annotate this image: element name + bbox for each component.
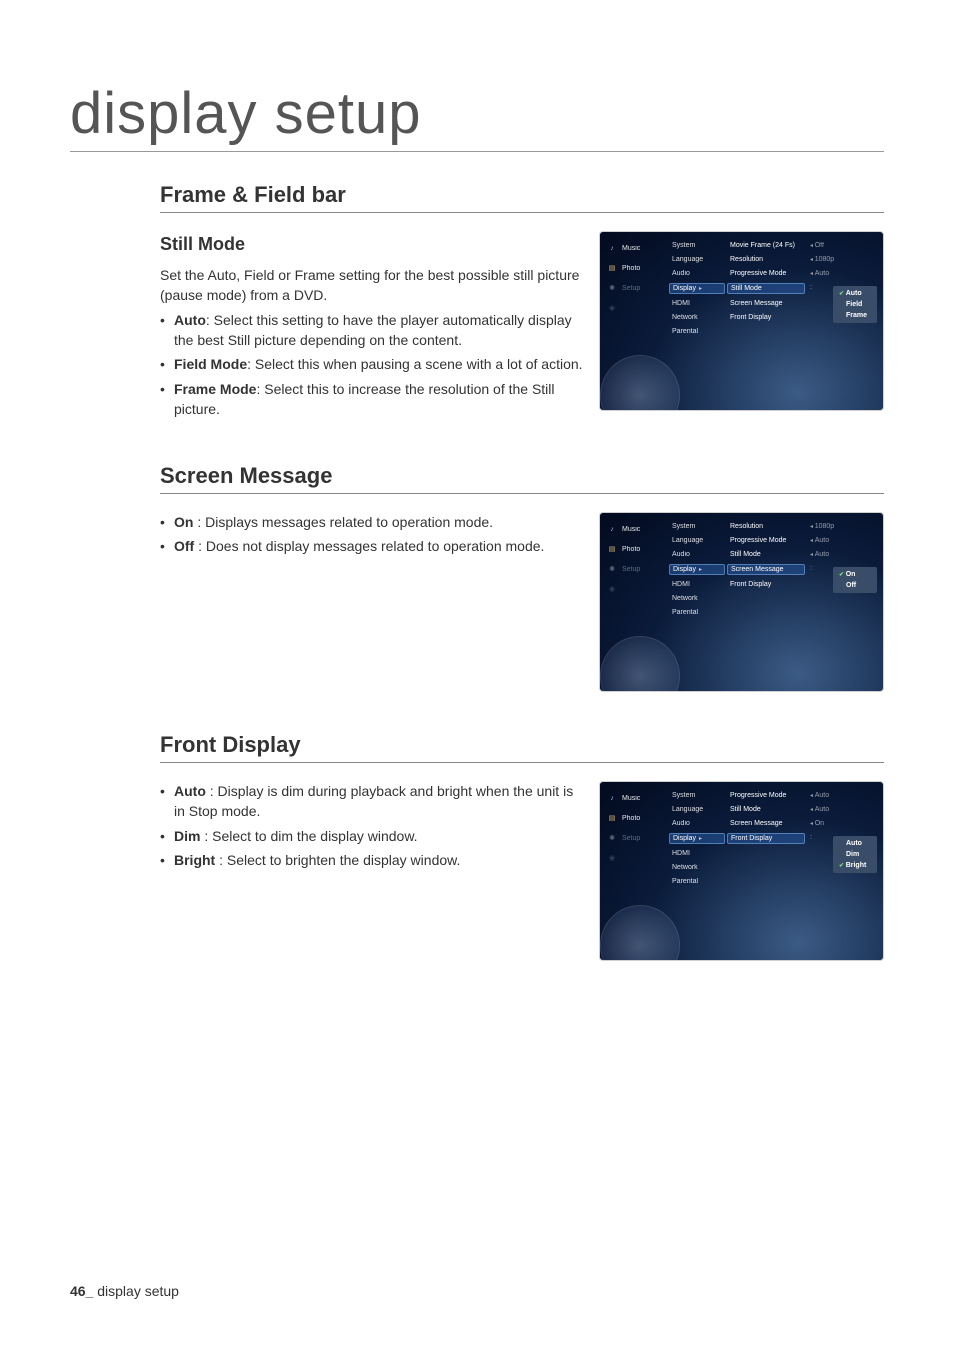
setup-icon: ✺ [606,282,618,294]
photo-icon: ▤ [606,543,618,555]
photo-icon: ▤ [606,812,618,824]
still-mode-intro: Set the Auto, Field or Frame setting for… [160,265,583,306]
osd-category-display[interactable]: Display▸ [669,833,725,844]
osd-screenshot-screen-message: ♪Music ▤Photo ✺Setup ◉ System Language A… [599,512,884,692]
osd-setting-front-display[interactable]: Front Display [727,833,805,844]
page-footer: 46_ display setup [70,1283,179,1299]
still-mode-heading: Still Mode [160,231,583,257]
content-area: Frame & Field bar Still Mode Set the Aut… [70,182,884,961]
osd-setting-still-mode[interactable]: Still Mode [727,283,805,294]
disc-icon: ◉ [606,302,618,314]
setup-icon: ✺ [606,563,618,575]
front-display-text: Auto : Display is dim during playback an… [160,781,583,874]
music-icon: ♪ [606,523,618,535]
still-mode-frame: Frame Mode: Select this to increase the … [160,379,583,420]
setup-icon: ✺ [606,832,618,844]
front-display-dim: Dim : Select to dim the display window. [160,826,583,846]
section-frame-field-heading: Frame & Field bar [160,182,884,213]
osd-setting-screen-message[interactable]: Screen Message [727,564,805,575]
screen-message-off: Off : Does not display messages related … [160,536,583,556]
section-screen-message-heading: Screen Message [160,463,884,494]
osd-category-display[interactable]: Display▸ [669,283,725,294]
still-mode-text: Still Mode Set the Auto, Field or Frame … [160,231,583,423]
section-front-display-heading: Front Display [160,732,884,763]
osd-screenshot-front-display: ♪Music ▤Photo ✺Setup ◉ System Language A… [599,781,884,961]
osd-popup-still-mode[interactable]: Auto Field Frame [833,286,877,323]
page-title: display setup [70,80,884,152]
music-icon: ♪ [606,242,618,254]
page-number: 46_ [70,1283,93,1299]
still-mode-auto: Auto: Select this setting to have the pl… [160,310,583,351]
osd-popup-front-display[interactable]: Auto Dim Bright [833,836,877,873]
disc-icon: ◉ [606,583,618,595]
front-display-auto: Auto : Display is dim during playback an… [160,781,583,822]
disc-icon: ◉ [606,852,618,864]
osd-category-display[interactable]: Display▸ [669,564,725,575]
music-icon: ♪ [606,792,618,804]
screen-message-text: On : Displays messages related to operat… [160,512,583,561]
page-footer-text: display setup [97,1283,179,1299]
osd-screenshot-still-mode: ♪Music ▤Photo ✺Setup ◉ System Language A… [599,231,884,411]
photo-icon: ▤ [606,262,618,274]
screen-message-on: On : Displays messages related to operat… [160,512,583,532]
front-display-bright: Bright : Select to brighten the display … [160,850,583,870]
still-mode-field: Field Mode: Select this when pausing a s… [160,354,583,374]
